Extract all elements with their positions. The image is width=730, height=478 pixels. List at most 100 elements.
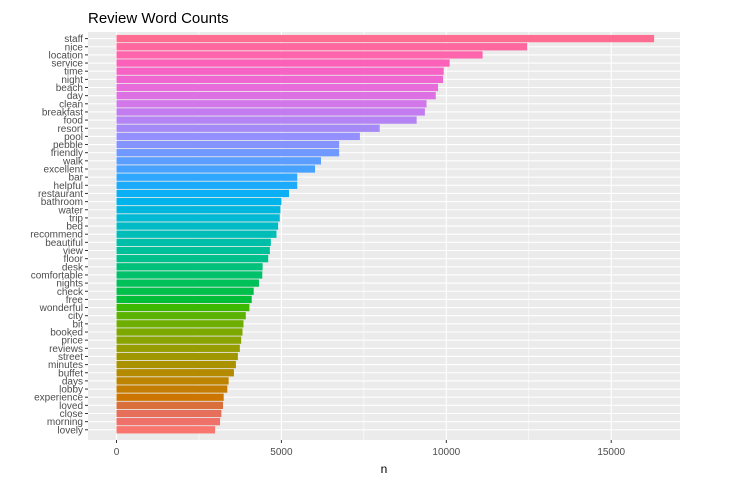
y-axis-ticks: staffnicelocationservicetimenightbeachda… (30, 34, 88, 436)
bar-close (116, 409, 222, 418)
y-tick-label: reviews (49, 344, 83, 355)
y-tick-label: wonderful (39, 303, 83, 314)
y-tick-label: water (58, 205, 84, 216)
y-tick-label: street (58, 352, 83, 363)
bar-street (116, 352, 238, 361)
x-tick-label: 5000 (270, 447, 293, 458)
y-tick-label: food (64, 116, 83, 127)
bar-water (116, 206, 281, 214)
bar-clean (116, 100, 427, 108)
chart-title: Review Word Counts (88, 10, 229, 27)
y-tick-label: helpful (54, 181, 83, 192)
y-tick-label: resort (57, 124, 83, 135)
y-tick-label: staff (64, 34, 83, 45)
bar-breakfast (116, 108, 425, 116)
y-tick-label: check (57, 287, 84, 298)
bar-walk (116, 157, 321, 165)
bar-night (116, 75, 444, 83)
bar-beautiful (116, 238, 271, 246)
y-tick-label: morning (47, 417, 83, 428)
bar-pool (116, 132, 360, 141)
y-tick-label: nice (65, 42, 84, 53)
bar-food (116, 116, 417, 124)
bar-restaurant (116, 189, 289, 198)
y-tick-label: booked (50, 328, 83, 339)
y-tick-label: recommend (30, 230, 83, 241)
y-tick-label: loved (59, 401, 83, 412)
y-tick-label: day (67, 91, 83, 102)
y-tick-label: restaurant (38, 189, 83, 200)
bar-time (116, 67, 444, 75)
y-tick-label: free (66, 295, 84, 306)
y-tick-label: price (61, 336, 83, 347)
y-tick-label: clean (59, 99, 83, 110)
y-tick-label: bathroom (41, 197, 83, 208)
y-tick-label: experience (34, 393, 83, 404)
y-tick-label: floor (64, 254, 84, 265)
bar-reviews (116, 344, 240, 352)
bar-floor (116, 255, 269, 263)
bar-price (116, 336, 242, 344)
bar-view (116, 246, 270, 255)
bar-friendly (116, 149, 340, 157)
y-tick-label: lovely (57, 425, 83, 436)
bar-location (116, 51, 483, 59)
x-tick-label: 10000 (432, 447, 460, 458)
y-tick-label: beach (56, 83, 83, 94)
bar-recommend (116, 230, 277, 238)
bar-bathroom (116, 197, 282, 206)
bar-pebble (116, 140, 340, 149)
bar-comfortable (116, 271, 263, 279)
y-tick-label: view (63, 246, 84, 257)
x-axis-ticks: 0 5000 10000 15000 (114, 440, 626, 458)
x-tick-label: 0 (114, 447, 120, 458)
bar-excellent (116, 165, 316, 173)
bar-nights (116, 279, 259, 287)
y-tick-label: bed (66, 222, 83, 233)
y-tick-label: minutes (48, 360, 83, 371)
bar-free (116, 295, 252, 304)
y-tick-label: location (49, 50, 83, 61)
y-tick-label: pool (64, 132, 83, 143)
bar-wonderful (116, 303, 250, 312)
y-tick-label: friendly (51, 148, 83, 159)
bar-helpful (116, 181, 298, 189)
bar-bit (116, 320, 244, 328)
bar-booked (116, 328, 243, 336)
y-tick-label: time (64, 67, 83, 78)
bar-service (116, 59, 450, 67)
bar-bed (116, 222, 279, 230)
y-tick-label: comfortable (31, 270, 84, 281)
bar-check (116, 287, 254, 295)
y-tick-label: buffet (58, 368, 83, 379)
y-tick-label: trip (69, 213, 83, 224)
y-tick-label: desk (62, 262, 84, 273)
y-tick-label: excellent (44, 165, 84, 176)
x-axis-label: n (381, 462, 388, 476)
bar-morning (116, 418, 221, 426)
y-tick-label: walk (62, 156, 84, 167)
bar-desk (116, 263, 263, 271)
y-tick-label: beautiful (45, 238, 83, 249)
y-tick-label: days (62, 376, 83, 387)
bar-days (116, 377, 229, 385)
bar-lovely (116, 426, 216, 434)
y-tick-label: night (61, 75, 83, 86)
y-tick-label: breakfast (42, 107, 83, 118)
y-tick-label: close (60, 409, 84, 420)
bar-beach (116, 83, 439, 92)
x-tick-label: 15000 (597, 447, 625, 458)
y-tick-label: city (68, 311, 83, 322)
y-tick-label: nights (56, 279, 83, 290)
bar-bar (116, 173, 298, 181)
bar-trip (116, 214, 280, 222)
bars (116, 34, 655, 434)
bar-buffet (116, 369, 234, 377)
bar-lobby (116, 385, 228, 393)
y-tick-label: bar (69, 173, 84, 184)
bar-minutes (116, 360, 236, 369)
y-tick-label: lobby (59, 385, 83, 396)
bar-resort (116, 124, 380, 132)
bar-staff (116, 34, 655, 43)
